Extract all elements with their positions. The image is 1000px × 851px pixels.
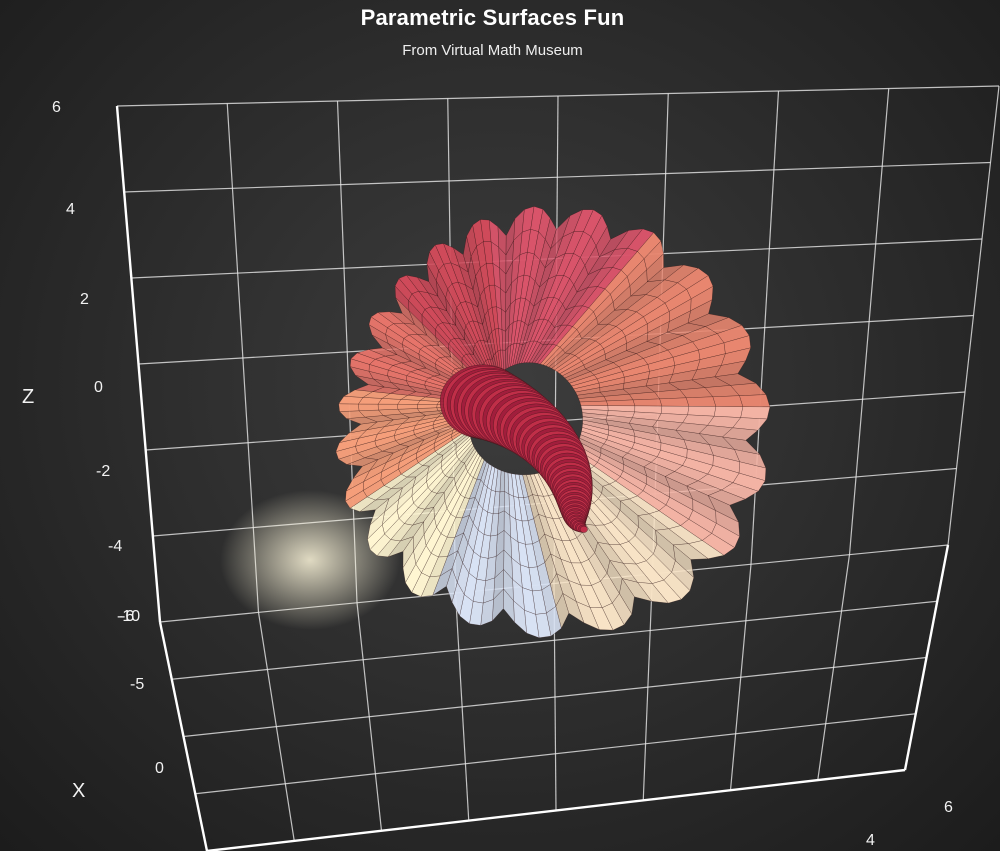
- surface-patch: [739, 394, 771, 408]
- surface-patch: [417, 404, 438, 409]
- y-tick-label: 4: [866, 832, 875, 849]
- parametric-surface: [220, 206, 771, 639]
- surface-patch: [713, 406, 744, 418]
- x-axis-title: X: [72, 780, 85, 802]
- surface-patch: [687, 406, 717, 417]
- axis-labels: 6 4 2 0 -2 -4 -6 -10 -5 0 4 6 Z X: [22, 99, 953, 849]
- floor-gridline: [195, 713, 916, 795]
- x-tick-label: -5: [130, 676, 144, 693]
- surface-patch: [358, 403, 379, 412]
- y-tick-label: 6: [944, 799, 953, 816]
- surface-patch: [500, 308, 506, 332]
- back-wall-gridline: [116, 85, 1000, 107]
- z-tick-label: -4: [108, 538, 122, 555]
- surface-patch: [579, 400, 609, 406]
- y-axis-line: [903, 544, 950, 771]
- floor-gridline: [183, 656, 927, 738]
- surface-patch: [504, 471, 510, 495]
- axis-lines: [115, 105, 950, 851]
- z-tick-label: 6: [52, 99, 61, 116]
- z-axis-line: [115, 105, 162, 623]
- surface-patch: [501, 329, 506, 351]
- surface-patch: [685, 396, 717, 407]
- z-tick-label: -6: [120, 608, 134, 625]
- surface-patch: [712, 395, 744, 407]
- surface-core-ring: [579, 525, 588, 533]
- surface-patch: [721, 427, 759, 441]
- surface-patch: [659, 397, 690, 407]
- surface-patch: [397, 403, 418, 410]
- surface-patch: [377, 403, 399, 411]
- z-tick-label: 0: [94, 379, 103, 396]
- x-axis-line: [158, 621, 209, 851]
- floor-front-edge: [206, 768, 906, 851]
- surface-patch: [338, 403, 360, 412]
- surface-patch: [338, 396, 364, 405]
- chart-title: Parametric Surfaces Fun: [360, 5, 625, 30]
- z-tick-label: 4: [66, 201, 75, 218]
- surface-patch: [632, 398, 663, 407]
- surface-glow: [220, 490, 400, 630]
- surface-patch: [740, 406, 771, 420]
- chart-subtitle: From Virtual Math Museum: [402, 42, 583, 59]
- z-tick-label: 2: [80, 291, 89, 308]
- x-tick-label: 0: [155, 760, 164, 777]
- surface-patch: [606, 399, 636, 407]
- z-axis-title: Z: [22, 386, 34, 408]
- x-tick-label: -10: [117, 608, 140, 625]
- z-tick-label: -2: [96, 463, 110, 480]
- back-wall-gridline: [124, 161, 991, 193]
- floor-gridline: [171, 600, 938, 680]
